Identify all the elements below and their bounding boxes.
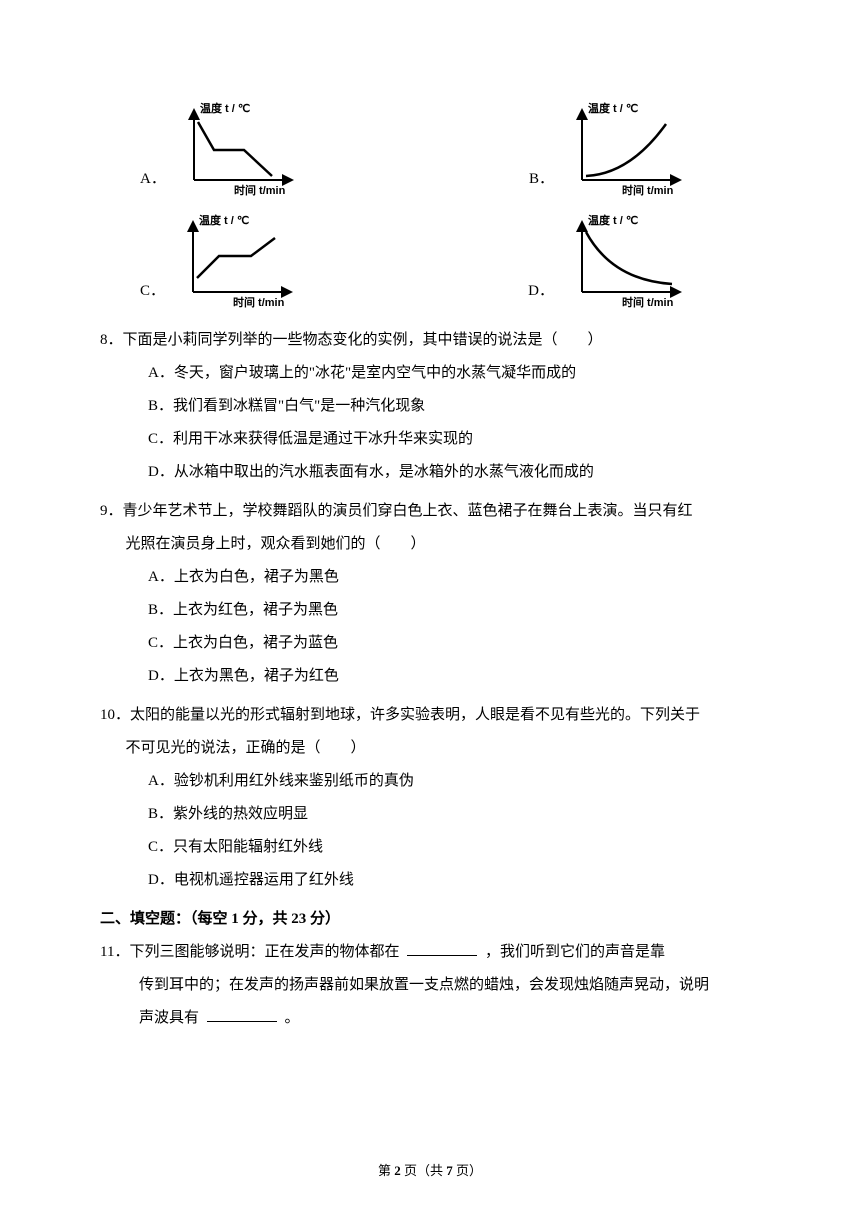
chart-cell-a: A． 温度 t / ℃ 时间 t/min bbox=[140, 100, 302, 200]
question-8: 8．下面是小莉同学列举的一些物态变化的实例，其中错误的说法是（ ） A．冬天，窗… bbox=[100, 324, 760, 489]
q11-line3-b: 。 bbox=[285, 1010, 300, 1026]
blank-2[interactable] bbox=[207, 1007, 277, 1022]
y-axis-label: 温度 t / ℃ bbox=[588, 101, 638, 115]
question-10: 10．太阳的能量以光的形式辐射到地球，许多实验表明，人眼是看不见有些光的。下列关… bbox=[100, 699, 760, 897]
q10-option-a: A．验钞机利用红外线来鉴别纸币的真伪 bbox=[148, 765, 760, 798]
x-axis-label: 时间 t/min bbox=[622, 295, 674, 309]
question-11: 11．下列三图能够说明：正在发声的物体都在 ，我们听到它们的声音是靠 传到耳中的… bbox=[100, 936, 760, 1035]
q11-line-2: 传到耳中的；在发声的扬声器前如果放置一支点燃的蜡烛，会发现烛焰随声晃动，说明 bbox=[100, 969, 760, 1002]
q11-stem-part1: 11．下列三图能够说明：正在发声的物体都在 bbox=[100, 944, 399, 960]
q8-option-b: B．我们看到冰糕冒"白气"是一种汽化现象 bbox=[148, 390, 760, 423]
question-9: 9．青少年艺术节上，学校舞蹈队的演员们穿白色上衣、蓝色裙子在舞台上表演。当只有红… bbox=[100, 495, 760, 693]
q11-line-1: 11．下列三图能够说明：正在发声的物体都在 ，我们听到它们的声音是靠 bbox=[100, 936, 760, 969]
q9-option-c: C．上衣为白色，裙子为蓝色 bbox=[148, 627, 760, 660]
x-axis-label: 时间 t/min bbox=[234, 183, 286, 197]
q11-line3-a: 声波具有 bbox=[139, 1010, 199, 1026]
chart-a: 温度 t / ℃ 时间 t/min bbox=[172, 100, 302, 200]
section-2-title: 二、填空题：（每空 1 分，共 23 分） bbox=[100, 903, 760, 936]
chart-label-b: B． bbox=[529, 163, 554, 200]
y-axis-label: 温度 t / ℃ bbox=[199, 213, 249, 227]
q9-stem-2: 光照在演员身上时，观众看到她们的（ ） bbox=[100, 528, 760, 561]
q9-option-d: D．上衣为黑色，裙子为红色 bbox=[148, 660, 760, 693]
footer-mid: 页（共 bbox=[401, 1163, 447, 1178]
q10-option-c: C．只有太阳能辐射红外线 bbox=[148, 831, 760, 864]
footer-pre: 第 bbox=[378, 1163, 394, 1178]
chart-label-d: D． bbox=[528, 275, 554, 312]
q8-option-d: D．从冰箱中取出的汽水瓶表面有水，是冰箱外的水蒸气液化而成的 bbox=[148, 456, 760, 489]
q9-option-b: B．上衣为红色，裙子为黑色 bbox=[148, 594, 760, 627]
q10-options: A．验钞机利用红外线来鉴别纸币的真伪 B．紫外线的热效应明显 C．只有太阳能辐射… bbox=[100, 765, 760, 897]
chart-b: 温度 t / ℃ 时间 t/min bbox=[560, 100, 690, 200]
q10-stem-1: 10．太阳的能量以光的形式辐射到地球，许多实验表明，人眼是看不见有些光的。下列关… bbox=[100, 699, 760, 732]
x-axis-label: 时间 t/min bbox=[233, 295, 285, 309]
chart-d: 温度 t / ℃ 时间 t/min bbox=[560, 212, 690, 312]
q8-options: A．冬天，窗户玻璃上的"冰花"是室内空气中的水蒸气凝华而成的 B．我们看到冰糕冒… bbox=[100, 357, 760, 489]
q9-option-a: A．上衣为白色，裙子为黑色 bbox=[148, 561, 760, 594]
chart-label-a: A． bbox=[140, 163, 166, 200]
y-axis-label: 温度 t / ℃ bbox=[200, 101, 250, 115]
page-footer: 第 2 页（共 7 页） bbox=[0, 1157, 860, 1186]
y-axis-label: 温度 t / ℃ bbox=[588, 213, 638, 227]
q9-stem-1: 9．青少年艺术节上，学校舞蹈队的演员们穿白色上衣、蓝色裙子在舞台上表演。当只有红 bbox=[100, 495, 760, 528]
footer-suf: 页） bbox=[453, 1163, 482, 1178]
chart-cell-c: C． 温度 t / ℃ 时间 t/min bbox=[140, 212, 301, 312]
q10-stem-2: 不可见光的说法，正确的是（ ） bbox=[100, 732, 760, 765]
q8-stem: 8．下面是小莉同学列举的一些物态变化的实例，其中错误的说法是（ ） bbox=[100, 324, 760, 357]
chart-cell-d: D． 温度 t / ℃ 时间 t/min bbox=[528, 212, 690, 312]
chart-row-1: A． 温度 t / ℃ 时间 t/min B． 温度 t / ℃ 时间 t/mi… bbox=[100, 100, 760, 200]
q8-option-c: C．利用干冰来获得低温是通过干冰升华来实现的 bbox=[148, 423, 760, 456]
q10-option-d: D．电视机遥控器运用了红外线 bbox=[148, 864, 760, 897]
chart-row-2: C． 温度 t / ℃ 时间 t/min D． 温度 t / ℃ 时间 t/mi… bbox=[100, 212, 760, 312]
chart-cell-b: B． 温度 t / ℃ 时间 t/min bbox=[529, 100, 690, 200]
x-axis-label: 时间 t/min bbox=[622, 183, 674, 197]
chart-label-c: C． bbox=[140, 275, 165, 312]
q10-option-b: B．紫外线的热效应明显 bbox=[148, 798, 760, 831]
chart-c: 温度 t / ℃ 时间 t/min bbox=[171, 212, 301, 312]
blank-1[interactable] bbox=[407, 941, 477, 956]
q11-stem-part2: ，我们听到它们的声音是靠 bbox=[485, 944, 665, 960]
q11-line-3: 声波具有 。 bbox=[100, 1002, 760, 1035]
q8-option-a: A．冬天，窗户玻璃上的"冰花"是室内空气中的水蒸气凝华而成的 bbox=[148, 357, 760, 390]
q9-options: A．上衣为白色，裙子为黑色 B．上衣为红色，裙子为黑色 C．上衣为白色，裙子为蓝… bbox=[100, 561, 760, 693]
